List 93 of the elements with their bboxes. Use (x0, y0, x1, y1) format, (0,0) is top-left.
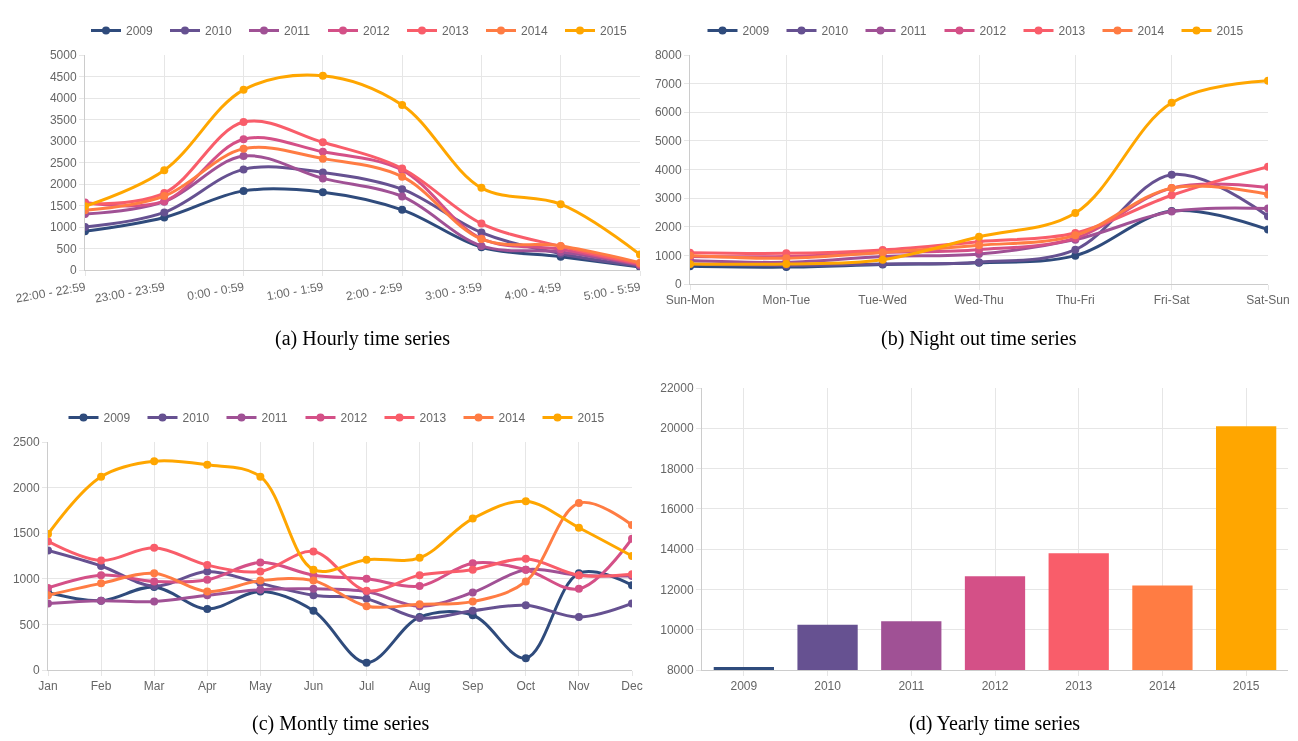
legend-label: 2014 (521, 24, 549, 39)
y-tick-label: 5000 (654, 134, 682, 149)
x-tick-label: 2010 (814, 679, 842, 694)
legend-label: 2011 (284, 24, 311, 39)
y-tick-label: 3000 (49, 134, 77, 149)
x-tick-label: 0:00 - 0:59 (186, 279, 246, 304)
legend-label: 2013 (442, 24, 470, 39)
legend-label: 2012 (363, 24, 391, 39)
y-tick-label: 2500 (49, 155, 77, 170)
legend-label: 2015 (577, 411, 605, 426)
legend-label: 2013 (1058, 24, 1086, 39)
y-tick-label: 1000 (654, 248, 682, 263)
y-tick-label: 1000 (49, 220, 77, 235)
y-tick-label: 16000 (660, 502, 694, 517)
legend-label: 2015 (1216, 24, 1244, 39)
y-tick-label: 2500 (12, 435, 40, 450)
y-tick-label: 6000 (654, 105, 682, 120)
legend-label: 2011 (900, 24, 927, 39)
x-tick-label: Aug (408, 679, 431, 694)
x-tick-label: 1:00 - 1:59 (265, 279, 325, 304)
x-tick-label: Fri-Sat (1153, 293, 1191, 308)
x-tick-label: 2012 (981, 679, 1009, 694)
y-tick-label: 500 (56, 241, 77, 256)
y-tick-label: 1000 (12, 572, 40, 586)
text: (c) Montly time series (252, 712, 430, 735)
y-tick-label: 7000 (654, 76, 682, 91)
y-tick-label: 500 (19, 617, 40, 632)
x-tick-label: Oct (516, 679, 536, 694)
legend-label: 2011 (261, 411, 288, 426)
x-tick-label: Jul (358, 679, 375, 694)
y-tick-label: 1500 (49, 198, 77, 213)
x-tick-label: Wed-Thu (954, 293, 1004, 308)
x-tick-label: 2009 (730, 679, 758, 694)
x-tick-label: 22:00 - 22:59 (14, 279, 87, 306)
y-tick-label: 10000 (660, 622, 694, 637)
legend-label: 2012 (340, 411, 368, 426)
x-tick-label: 2011 (898, 679, 925, 694)
y-tick-label: 14000 (660, 542, 694, 557)
legend-label: 2010 (182, 411, 210, 426)
x-tick-label: Tue-Wed (858, 293, 908, 308)
y-tick-label: 5000 (49, 48, 77, 63)
x-tick-label: Nov (568, 679, 590, 694)
legend-label: 2012 (979, 24, 1007, 39)
text: (d) Yearly time series (909, 712, 1081, 735)
legend-label: 2010 (205, 24, 233, 39)
legend-label: 2014 (1137, 24, 1165, 39)
x-tick-label: Feb (90, 679, 112, 694)
x-tick-label: 2014 (1149, 679, 1177, 694)
x-tick-label: 23:00 - 23:59 (93, 279, 167, 306)
y-tick-label: 4000 (49, 91, 77, 106)
y-tick-label: 18000 (660, 461, 694, 476)
text: (b) Night out time series (881, 327, 1077, 350)
x-tick-label: 5:00 - 5:59 (582, 279, 642, 304)
y-tick-label: 2000 (12, 480, 40, 495)
x-tick-label: Apr (197, 679, 217, 694)
x-tick-label: Jan (38, 679, 58, 694)
legend-label: 2010 (821, 24, 849, 39)
x-tick-label: 3:00 - 3:59 (424, 279, 484, 304)
y-tick-label: 8000 (654, 48, 682, 63)
y-tick-label: 3500 (49, 112, 77, 127)
x-tick-label: 4:00 - 4:59 (503, 279, 563, 304)
y-tick-label: 12000 (660, 582, 694, 597)
legend-label: 2009 (742, 24, 770, 39)
legend-label: 2009 (126, 24, 154, 39)
x-tick-label: 2015 (1232, 679, 1260, 694)
legend-label: 2015 (600, 24, 628, 39)
legend-label: 2009 (103, 411, 131, 426)
y-tick-label: 2000 (654, 219, 682, 234)
y-tick-label: 0 (674, 277, 682, 292)
y-tick-label: 3000 (654, 191, 682, 206)
y-tick-label: 8000 (666, 663, 694, 678)
y-tick-label: 2000 (49, 177, 77, 192)
x-tick-label: Mar (143, 679, 165, 694)
legend-label: 2013 (419, 411, 447, 426)
x-tick-label: Sun-Mon (665, 293, 715, 308)
y-tick-label: 4500 (49, 69, 77, 84)
x-tick-label: 2013 (1065, 679, 1093, 694)
x-tick-label: Mon-Tue (762, 293, 811, 308)
x-tick-label: Thu-Fri (1055, 293, 1095, 308)
x-tick-label: Sat-Sun (1246, 293, 1290, 308)
y-tick-label: 0 (32, 663, 40, 678)
x-tick-label: May (249, 679, 272, 694)
legend-label: 2014 (498, 411, 526, 426)
x-tick-label: Dec (621, 679, 643, 694)
x-tick-label: Sep (462, 679, 484, 694)
y-tick-label: 0 (69, 263, 77, 278)
y-tick-label: 4000 (654, 162, 682, 177)
y-tick-label: 22000 (660, 381, 694, 396)
y-tick-label: 20000 (660, 421, 694, 436)
y-tick-label: 1500 (12, 526, 40, 541)
x-tick-label: 2:00 - 2:59 (344, 279, 405, 304)
text: (a) Hourly time series (275, 327, 451, 350)
x-tick-label: Jun (303, 679, 324, 694)
